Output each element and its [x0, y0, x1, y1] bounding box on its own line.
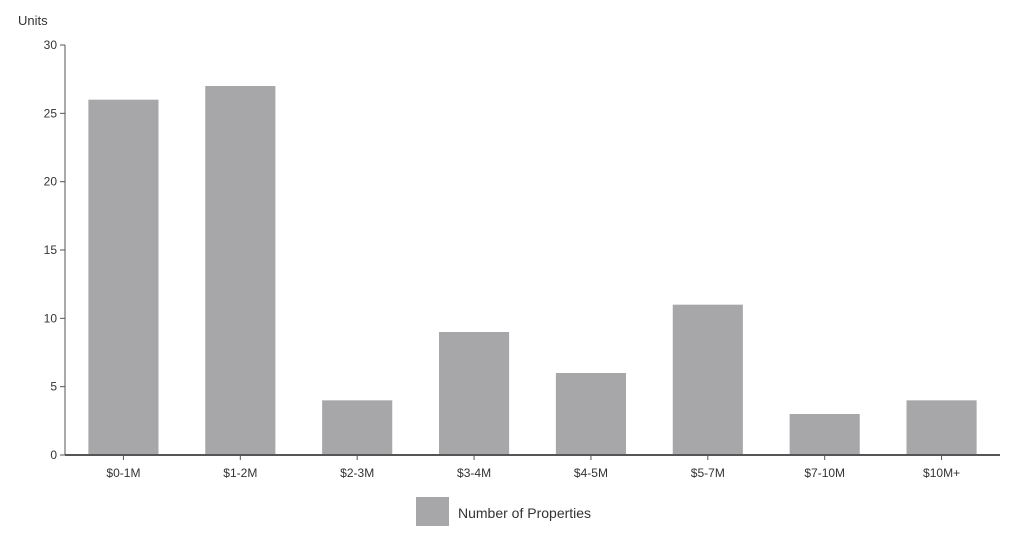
x-tick-label: $2-3M — [340, 466, 374, 480]
legend-swatch — [416, 497, 449, 526]
bars — [88, 86, 977, 456]
bar — [555, 373, 626, 455]
y-tick-label: 30 — [44, 38, 58, 52]
bar — [906, 400, 977, 455]
bar — [439, 332, 510, 455]
bar — [789, 414, 860, 455]
x-tick-label: $0-1M — [106, 466, 140, 480]
y-tick-label: 5 — [50, 380, 57, 394]
y-tick-label: 15 — [44, 243, 58, 257]
bar — [322, 400, 393, 455]
x-axis: $0-1M $1-2M $2-3M $3-4M $4-5M $5-7M $7-10M $10M… — [65, 454, 1000, 480]
y-tick-label: 10 — [44, 311, 58, 325]
x-tick-label: $5-7M — [691, 466, 725, 480]
y-axis-title: Units — [18, 13, 48, 28]
y-tick-label: 0 — [50, 448, 57, 462]
y-axis: 0 5 10 15 20 25 30 — [44, 38, 66, 462]
x-tick-label: $3-4M — [457, 466, 491, 480]
legend: Number of Properties — [416, 497, 591, 526]
legend-label: Number of Properties — [458, 505, 591, 521]
x-tick-label: $4-5M — [574, 466, 608, 480]
y-tick-label: 20 — [44, 175, 58, 189]
bar — [205, 86, 276, 455]
bar — [672, 304, 743, 455]
y-tick-label: 25 — [44, 106, 58, 120]
x-tick-label: $1-2M — [223, 466, 257, 480]
bar — [88, 99, 159, 456]
x-tick-label: $10M+ — [923, 466, 960, 480]
x-tick-label: $7-10M — [804, 466, 845, 480]
